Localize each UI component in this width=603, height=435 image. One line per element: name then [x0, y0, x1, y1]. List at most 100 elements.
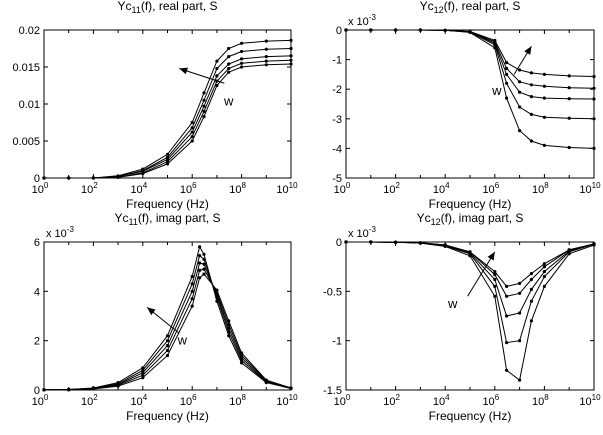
data-point — [518, 68, 522, 72]
x-tick-label-exponent: 8 — [544, 181, 549, 190]
data-point — [240, 361, 244, 365]
data-point — [202, 98, 206, 102]
x-tick-label-exponent: 0 — [44, 181, 49, 190]
x-tick-label-base: 10 — [532, 396, 544, 408]
data-point — [190, 120, 194, 125]
data-point — [592, 97, 596, 101]
x-tick-label: 106 — [482, 181, 499, 196]
data-point — [190, 297, 194, 301]
data-point — [202, 115, 206, 119]
data-point — [567, 86, 571, 90]
y-tick-label: 4 — [34, 286, 40, 298]
data-point — [542, 265, 547, 269]
x-tick-label-base: 10 — [579, 184, 591, 196]
x-tick-label-exponent: 6 — [192, 393, 197, 402]
x-tick-label-base: 10 — [180, 396, 192, 408]
data-point — [240, 61, 244, 65]
data-point — [227, 55, 231, 59]
x-tick-label-base: 10 — [81, 396, 93, 408]
data-point — [443, 244, 447, 248]
data-point — [518, 291, 522, 295]
data-point — [227, 70, 231, 74]
y-tick-label: -2 — [332, 84, 342, 96]
data-point — [190, 304, 194, 308]
data-point — [592, 117, 596, 121]
data-point — [198, 245, 202, 249]
data-point — [264, 378, 268, 382]
data-point — [215, 74, 219, 78]
title-rest: (f), real part, S — [141, 0, 218, 13]
subplot-p11r: 100 102 104 106 108 101000.0050.010.0150.02Yc… — [12, 0, 298, 211]
x-axis-label: Frequency (Hz) — [126, 409, 209, 423]
data-point — [227, 46, 231, 51]
annotation-label: w — [491, 83, 502, 98]
x-tick-label-exponent: 4 — [143, 393, 148, 402]
x-tick-label-exponent: 4 — [445, 393, 450, 402]
x-tick-label: 106 — [180, 181, 197, 196]
data-point — [505, 81, 509, 85]
data-point — [518, 378, 522, 382]
x-tick-label-base: 10 — [32, 396, 44, 408]
subplot-title: Yc12(f), real part, S — [420, 0, 521, 15]
data-point — [202, 272, 206, 276]
data-point — [202, 267, 206, 271]
y-tick-label: -1 — [332, 55, 342, 67]
data-point — [567, 97, 571, 101]
x-tick-label-exponent: 6 — [495, 393, 500, 402]
title-main: Yc — [420, 0, 434, 13]
data-point — [518, 281, 522, 285]
x-axis-label: Frequency (Hz) — [126, 197, 209, 211]
x-tick-label-exponent: 4 — [143, 181, 148, 190]
annotation-arrowhead — [524, 46, 532, 55]
x-tick-label: 108 — [532, 181, 549, 196]
x-tick-label: 100 — [334, 393, 351, 408]
data-point — [468, 30, 472, 34]
series-line-2 — [346, 29, 595, 89]
y-exponent-base: x 10 — [348, 228, 369, 240]
data-point — [518, 105, 522, 109]
x-tick-label-base: 10 — [482, 396, 494, 408]
data-point — [567, 74, 571, 78]
x-tick-label-base: 10 — [180, 184, 192, 196]
x-tick-label-exponent: 8 — [241, 393, 246, 402]
title-main: Yc — [117, 0, 131, 13]
data-point — [394, 240, 398, 244]
data-point — [592, 243, 596, 247]
x-tick-label: 100 — [334, 181, 351, 196]
y-exponent-power: -3 — [67, 225, 75, 234]
data-point — [190, 139, 194, 143]
data-point — [198, 261, 202, 265]
subplot-title: Yc12(f), imag part, S — [417, 211, 524, 227]
series-line-5 — [346, 29, 595, 149]
y-tick-label: -4 — [332, 143, 342, 155]
data-point — [215, 288, 219, 292]
data-point — [418, 28, 422, 32]
data-point — [542, 96, 547, 100]
x-tick-label: 102 — [383, 393, 400, 408]
data-point — [542, 72, 547, 76]
data-point — [529, 287, 534, 291]
x-tick-label-base: 10 — [276, 396, 288, 408]
x-tick-label-base: 10 — [229, 396, 241, 408]
data-point — [542, 262, 547, 266]
data-point — [542, 270, 547, 274]
x-tick-label: 1010 — [579, 393, 601, 408]
annotation-arrowhead — [147, 307, 156, 316]
data-point — [529, 299, 534, 303]
x-tick-label-exponent: 2 — [395, 181, 400, 190]
x-tick-label: 102 — [383, 181, 400, 196]
data-point — [215, 83, 219, 88]
title-rest: (f), imag part, S — [441, 211, 524, 225]
data-point — [116, 384, 120, 388]
y-tick-label: -1.5 — [323, 385, 342, 397]
x-tick-label-base: 10 — [334, 396, 346, 408]
x-tick-label: 104 — [130, 393, 147, 408]
data-point — [505, 66, 509, 71]
x-tick-label: 1010 — [579, 181, 601, 196]
series-line-5 — [43, 273, 292, 391]
x-axis-label: Frequency (Hz) — [429, 197, 512, 211]
data-point — [505, 284, 509, 288]
y-tick-label: 0 — [34, 173, 40, 185]
data-point — [493, 43, 497, 47]
